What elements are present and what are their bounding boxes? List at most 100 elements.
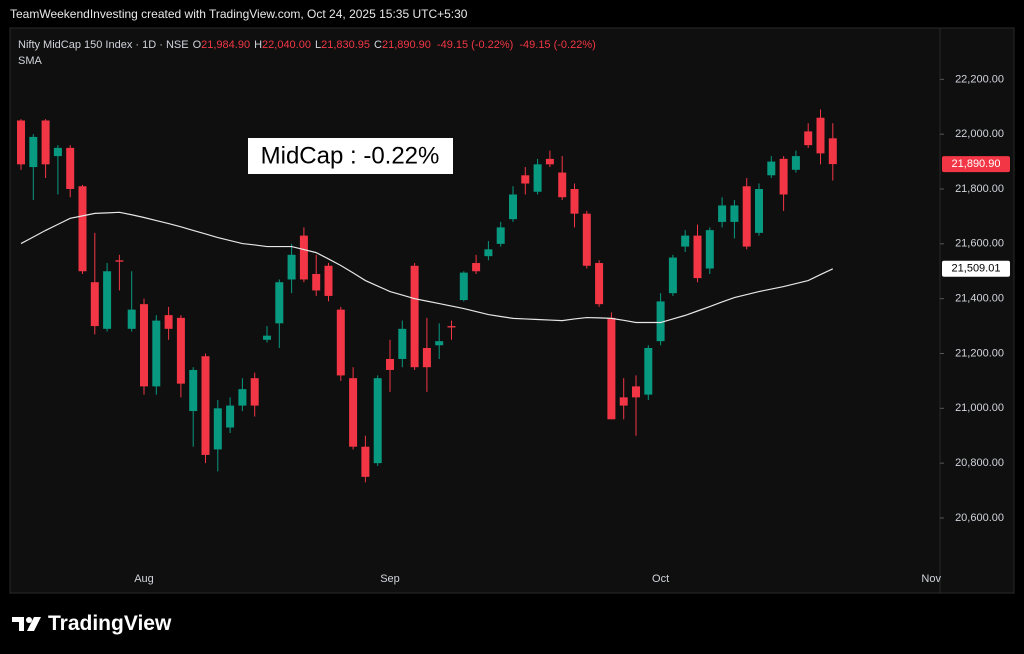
symbol: Nifty MidCap 150 Index · 1D · NSE [18, 39, 189, 51]
y-tick-label: 21,800.00 [955, 183, 1004, 195]
candle-body [226, 405, 235, 428]
candle-body [435, 341, 444, 346]
candle-body [41, 120, 50, 165]
candle-body [755, 189, 763, 233]
candle-body [238, 389, 247, 406]
x-tick-label: Sep [380, 573, 400, 585]
candle-body [213, 408, 222, 450]
candle-body [619, 397, 628, 406]
header: TeamWeekendInvesting created with Tradin… [10, 7, 468, 21]
candle-body [176, 317, 185, 384]
candle-body [558, 172, 567, 198]
candle-body [324, 265, 333, 296]
y-tick-label: 22,200.00 [955, 73, 1004, 85]
candle-body [742, 186, 751, 247]
candle-body [459, 272, 468, 301]
candle-body [570, 189, 579, 214]
candle-body [656, 301, 665, 342]
candle-body [349, 378, 358, 447]
candle-body [189, 369, 198, 412]
candle-body [78, 186, 87, 272]
candle-body [115, 260, 124, 262]
candle-body [90, 282, 99, 327]
change: -49.15 (-0.22%) [519, 39, 596, 51]
candle-body [509, 194, 517, 220]
candle-body [705, 230, 714, 269]
candle-body [299, 235, 308, 280]
candle-body [730, 205, 739, 222]
candle-body [791, 156, 800, 170]
footer: TradingView [12, 612, 171, 636]
ohlc-value: 21,984.90 [201, 39, 251, 51]
candle-body [767, 161, 776, 176]
y-tick-label: 20,600.00 [955, 512, 1004, 524]
candle-body [644, 348, 653, 395]
sma-label: SMA [18, 55, 42, 67]
candle-body [779, 158, 788, 195]
candle-body [250, 378, 259, 406]
change: -49.15 (-0.22%) [436, 39, 514, 51]
candle-body [595, 263, 604, 305]
ohlc-key: O [192, 39, 202, 51]
candle-body [127, 309, 136, 329]
candle-body [410, 265, 419, 368]
ohlc-key: C [374, 39, 382, 51]
candle-body [828, 138, 837, 165]
candle-body [17, 120, 25, 165]
candle-body [263, 335, 271, 340]
chart-frame [9, 27, 1015, 594]
candle-body [496, 227, 505, 244]
candle-body [484, 249, 493, 257]
y-tick-label: 21,200.00 [955, 347, 1004, 359]
candle-body [140, 304, 148, 387]
sma-line [20, 211, 834, 324]
candle-body [66, 147, 75, 190]
ohlc-value: 22,040.00 [262, 39, 311, 51]
logo-icon [12, 617, 41, 631]
candle-body [336, 309, 345, 376]
y-tick-label: 21,000.00 [955, 402, 1004, 414]
candle-body [472, 263, 481, 272]
legend: Nifty MidCap 150 Index · 1D · NSE O21,984… [18, 37, 596, 69]
price-badge-label: 21,890.90 [952, 158, 1001, 170]
candle-body [152, 320, 161, 387]
candle-body [521, 175, 530, 184]
ohlc-value: 21,890.90 [381, 39, 431, 51]
candle-body [718, 205, 727, 222]
candle-body [582, 213, 591, 266]
candle-body [373, 378, 382, 464]
candle-body [816, 117, 825, 154]
x-tick-label: Nov [921, 573, 941, 585]
candle-body [545, 158, 554, 165]
ohlc-value: 21,830.95 [321, 39, 371, 51]
candle-body [103, 271, 112, 329]
candle-body [386, 358, 394, 370]
y-tick-label: 20,800.00 [955, 457, 1004, 469]
ohlc-key: H [254, 39, 263, 51]
candle-body [361, 446, 370, 477]
candle-body [312, 273, 321, 291]
ohlc-key: L [314, 39, 322, 51]
x-tick-label: Aug [134, 573, 154, 585]
y-tick-label: 22,000.00 [955, 128, 1004, 140]
logo-text: TradingView [48, 612, 172, 635]
price-badge-label: 21,509.01 [952, 263, 1001, 275]
annotation: MidCap : -0.22% [261, 142, 440, 169]
x-tick-label: Oct [652, 573, 669, 585]
candle-body [275, 282, 284, 324]
y-tick-label: 21,600.00 [955, 238, 1004, 250]
candle-body [607, 317, 616, 420]
candle-body [201, 356, 210, 455]
candle-body [632, 386, 640, 398]
y-tick-label: 21,400.00 [955, 293, 1004, 305]
candle-body [422, 348, 431, 368]
candle-body [398, 328, 407, 359]
annotation-box [248, 138, 453, 174]
candle-body [681, 235, 690, 247]
candle-body [693, 235, 702, 279]
candle-body [29, 136, 38, 168]
candle-body [804, 131, 813, 146]
candle-body [447, 326, 456, 328]
candle-body [53, 147, 62, 157]
